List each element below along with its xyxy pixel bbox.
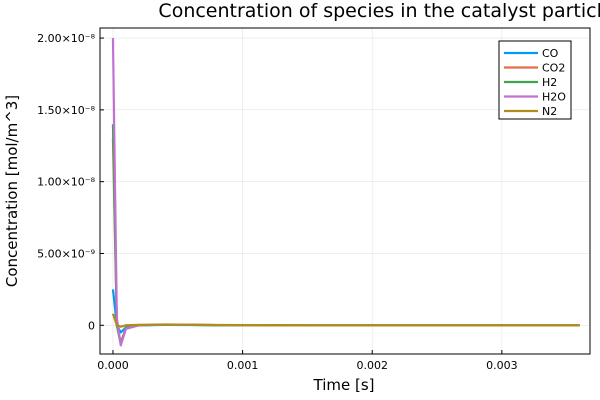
- legend-label-h2o: H2O: [542, 91, 566, 104]
- y-tick-label: 0: [88, 319, 95, 332]
- y-tick-label: 5.00×10⁻⁹: [37, 247, 95, 260]
- x-tick-label: 0.000: [97, 359, 129, 372]
- y-axis-label: Concentration [mol/m^3]: [3, 95, 21, 287]
- series-line-h2: [111, 124, 580, 346]
- legend-label-h2: H2: [542, 76, 557, 89]
- series-line-n2: [111, 313, 580, 328]
- series-layer: [111, 38, 580, 347]
- legend-label-n2: N2: [542, 105, 557, 118]
- x-axis-label: Time [s]: [313, 376, 375, 394]
- x-tick-label: 0.001: [227, 359, 259, 372]
- y-tick-label: 1.00×10⁻⁸: [37, 176, 96, 189]
- plot-frame: [99, 27, 591, 355]
- legend-label-co2: CO2: [542, 62, 565, 75]
- y-tick-label: 2.00×10⁻⁸: [37, 32, 96, 45]
- tick-labels: 0.000 0.001 0.002 0.003 0 5.00×10⁻⁹ 1.00×10⁻⁸ 1…: [37, 32, 518, 372]
- series-line-co2: [111, 138, 580, 344]
- chart-title: Concentration of species in the catalyst…: [158, 0, 600, 22]
- x-tick-label: 0.003: [486, 359, 518, 372]
- y-tick-label: 1.50×10⁻⁸: [37, 104, 96, 117]
- x-tick-label: 0.002: [356, 359, 388, 372]
- legend-label-co: CO: [542, 47, 559, 60]
